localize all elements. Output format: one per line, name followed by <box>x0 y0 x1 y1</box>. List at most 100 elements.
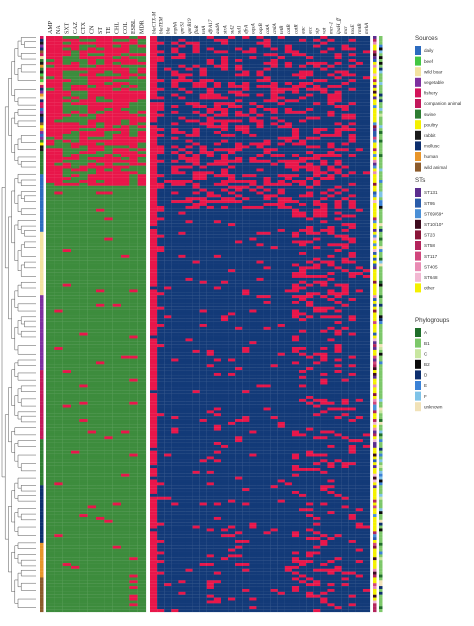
phenotype-cell <box>137 344 147 348</box>
gene-cell <box>270 231 278 235</box>
source-cell <box>40 298 44 302</box>
phenotype-cell <box>54 116 63 120</box>
gene-cell <box>291 82 300 86</box>
phenotype-cell <box>54 139 63 143</box>
phenotype-cell <box>121 470 130 474</box>
gene-cell <box>341 119 349 123</box>
gene-cell <box>284 82 293 86</box>
gene-cell <box>220 156 229 160</box>
phenotype-cell <box>129 306 138 310</box>
phenotype-cell <box>121 315 130 319</box>
phenotype-cell <box>96 326 105 330</box>
phenotype-cell <box>137 84 147 88</box>
gene-cell <box>150 208 158 212</box>
gene-cell <box>306 90 314 94</box>
phenotype-cell <box>46 272 55 276</box>
phenotype-cell <box>62 220 72 224</box>
phenotype-cell <box>87 44 97 48</box>
gene-cell <box>242 191 250 195</box>
phenotype-cell <box>112 295 122 299</box>
gene-cell <box>249 84 257 88</box>
phenotype-cell <box>71 159 80 163</box>
gene-cell <box>242 159 250 163</box>
gene-cell <box>235 119 243 123</box>
gene-cell <box>242 168 250 172</box>
phenotype-cell <box>129 554 138 558</box>
source-cell <box>40 59 44 63</box>
phenotype-cell <box>71 390 80 394</box>
phenotype-cell <box>96 338 105 342</box>
phenotype-cell <box>121 133 130 137</box>
gene-cell <box>270 133 278 137</box>
phenotype-cell <box>137 226 147 230</box>
phenotype-cell <box>87 349 97 353</box>
phenotype-cell <box>87 588 97 592</box>
source-cell <box>40 341 44 345</box>
dendrogram-branch <box>14 112 18 125</box>
phenotype-cell <box>54 519 63 523</box>
phenotype-cell <box>71 188 80 192</box>
gene-cell <box>284 53 293 57</box>
phenotype-cell <box>87 90 97 94</box>
phenotype-cell <box>137 116 147 120</box>
gene-cell <box>192 151 200 155</box>
gene-cell <box>313 148 321 152</box>
gene-cell <box>199 243 207 247</box>
phenotype-cell <box>87 309 97 313</box>
gene-cell <box>185 165 193 169</box>
gene-cell <box>341 200 349 204</box>
phenotype-cell <box>121 594 130 598</box>
gene-cell <box>270 200 278 204</box>
phenotype-cell <box>87 479 97 483</box>
phenotype-cell <box>129 450 138 454</box>
phenotype-cell <box>96 439 105 443</box>
phenotype-cell <box>46 59 55 63</box>
gene-cell <box>334 182 342 186</box>
phenotype-cell <box>121 349 130 353</box>
gene-cell <box>355 67 364 71</box>
phenotype-cell <box>87 453 97 457</box>
dendrogram-branch <box>17 454 36 468</box>
gene-cell <box>341 214 349 218</box>
gene-cell <box>256 59 264 63</box>
phenotype-cell <box>137 401 147 405</box>
gene-cell <box>362 70 371 74</box>
phenotype-cell <box>129 609 138 613</box>
phenotype-cell <box>62 252 72 255</box>
phenotype-cell <box>54 468 63 471</box>
phenotype-cell <box>87 165 97 169</box>
source-cell <box>40 67 44 71</box>
gene-cell <box>299 142 307 146</box>
phenotype-cell <box>62 87 72 91</box>
dendrogram-branch <box>11 551 15 592</box>
gene-cell <box>242 217 250 221</box>
phenotype-cell <box>129 424 138 428</box>
gene-cell <box>284 240 293 244</box>
gene-cell <box>270 82 278 86</box>
gene-cell <box>185 87 193 91</box>
phenotype-cell <box>129 148 138 152</box>
phenotype-cell <box>79 174 88 178</box>
phenotype-cell <box>96 237 105 241</box>
phenotype-cell <box>87 396 97 399</box>
gene-cell <box>249 116 257 120</box>
phenotype-cell <box>112 375 122 379</box>
phenotype-cell <box>54 131 63 135</box>
phenotype-cell <box>104 113 113 117</box>
gene-cell <box>178 200 186 204</box>
phenotype-cell <box>96 396 105 399</box>
phenotype-cell <box>71 528 80 532</box>
phenotype-cell <box>46 560 55 564</box>
phenotype-cell <box>54 174 63 178</box>
phenotype-cell <box>121 277 130 281</box>
gene-cell <box>213 113 222 117</box>
phenotype-cell <box>112 482 122 486</box>
dendrogram-branch <box>11 298 15 339</box>
gene-cell <box>334 234 342 238</box>
dendrogram-branch <box>17 68 36 81</box>
gene-cell <box>291 73 300 77</box>
phenotype-cell <box>79 462 88 466</box>
phenotype-cell <box>129 139 138 143</box>
phenotype-cell <box>87 367 97 371</box>
phenotype-cell <box>46 263 55 267</box>
